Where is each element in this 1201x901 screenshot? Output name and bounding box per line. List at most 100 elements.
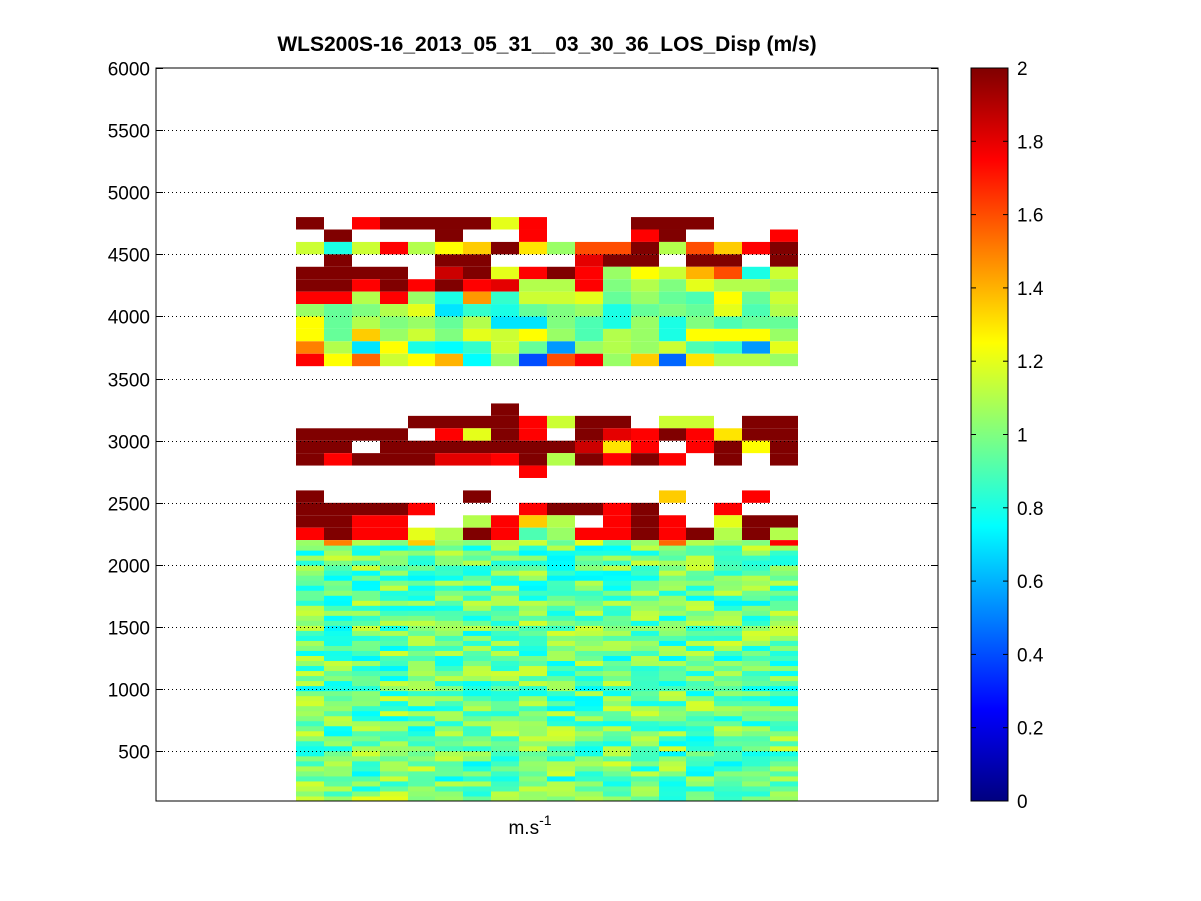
heatmap-cell [742,610,770,616]
heatmap-cell [408,695,435,702]
heatmap-cell [519,645,547,651]
heatmap-cell [631,527,659,541]
heatmap-cell [519,341,547,354]
heatmap-cell [408,217,435,230]
heatmap-cell [742,755,770,762]
heatmap-cell [547,610,575,616]
heatmap-cell [491,545,519,551]
heatmap-cell [296,241,324,255]
heatmap-cell [296,660,324,667]
heatmap-cell [659,695,686,702]
heatmap-cell [296,328,324,342]
heatmap-cell [603,502,631,516]
heatmap-cell [631,680,659,687]
heatmap-cell [519,690,547,697]
heatmap-cell [519,725,547,732]
heatmap-cell [352,785,380,792]
heatmap-cell [435,453,463,466]
heatmap-cell [408,279,435,292]
heatmap-cell [770,690,798,697]
heatmap-cell [380,755,408,762]
heatmap-cell [296,279,324,292]
heatmap-cell [686,605,714,611]
heatmap-cell [770,565,798,571]
heatmap-cell [547,660,575,667]
heatmap-cell [547,266,575,280]
heatmap-cell [742,675,770,682]
heatmap-cell [408,550,435,556]
heatmap-cell [714,760,742,767]
heatmap-cell [714,545,742,551]
heatmap-cell [408,745,435,752]
heatmap-cell [408,570,435,576]
heatmap-cell [686,675,714,682]
heatmap-cell [435,580,463,586]
heatmap-cell [575,700,603,707]
heatmap-cell [380,595,408,601]
heatmap-cell [491,750,519,757]
heatmap-cell [435,540,463,546]
heatmap-cell [408,705,435,712]
heatmap-cell [435,590,463,596]
heatmap-cell [547,540,575,546]
heatmap-cell [742,685,770,692]
heatmap-cell [575,502,603,516]
heatmap-cell [547,695,575,702]
heatmap-cell [408,635,435,641]
heatmap-cell [659,715,686,722]
heatmap-cell [742,600,770,606]
heatmap-cell [603,620,631,626]
heatmap-cell [742,266,770,280]
heatmap-cell [352,560,380,566]
heatmap-cell [714,795,742,802]
heatmap-cell [631,745,659,752]
heatmap-cell [435,790,463,797]
heatmap-cell [686,415,714,429]
heatmap-cell [352,527,380,541]
heatmap-cell [547,710,575,717]
heatmap-cell [435,625,463,631]
heatmap-cell [686,715,714,722]
heatmap-cell [659,328,686,342]
heatmap-cell [324,780,352,787]
heatmap-cell [380,725,408,732]
heatmap-cell [686,645,714,651]
heatmap-cell [435,645,463,651]
heatmap-cell [631,316,659,329]
heatmap-cell [352,775,380,782]
heatmap-cell [519,615,547,621]
heatmap-cell [603,635,631,641]
heatmap-cell [714,770,742,777]
heatmap-cell [296,595,324,601]
heatmap-cell [603,680,631,687]
heatmap-cell [352,710,380,717]
heatmap-cell [491,775,519,782]
heatmap-cell [686,705,714,712]
heatmap-cell [770,760,798,767]
heatmap-cell [631,720,659,727]
heatmap-cell [659,341,686,354]
heatmap-cell [380,670,408,677]
heatmap-cell [435,620,463,626]
heatmap-cell [519,620,547,626]
heatmap-cell [575,665,603,672]
heatmap-cell [324,341,352,354]
heatmap-cell [380,740,408,747]
heatmap-cell [463,660,491,667]
heatmap-cell [742,415,770,429]
heatmap-cell [435,750,463,757]
heatmap-cell [324,560,352,566]
heatmap-cell [631,575,659,581]
heatmap-cell [714,590,742,596]
heatmap-cell [603,770,631,777]
heatmap-cell [519,660,547,667]
heatmap-cell [714,304,742,317]
heatmap-cell [742,645,770,651]
heatmap-cell [575,620,603,626]
heatmap-cell [659,760,686,767]
heatmap-cell [547,625,575,631]
heatmap-cell [463,595,491,601]
heatmap-cell [408,725,435,732]
heatmap-cell [352,304,380,317]
heatmap-cell [324,670,352,677]
